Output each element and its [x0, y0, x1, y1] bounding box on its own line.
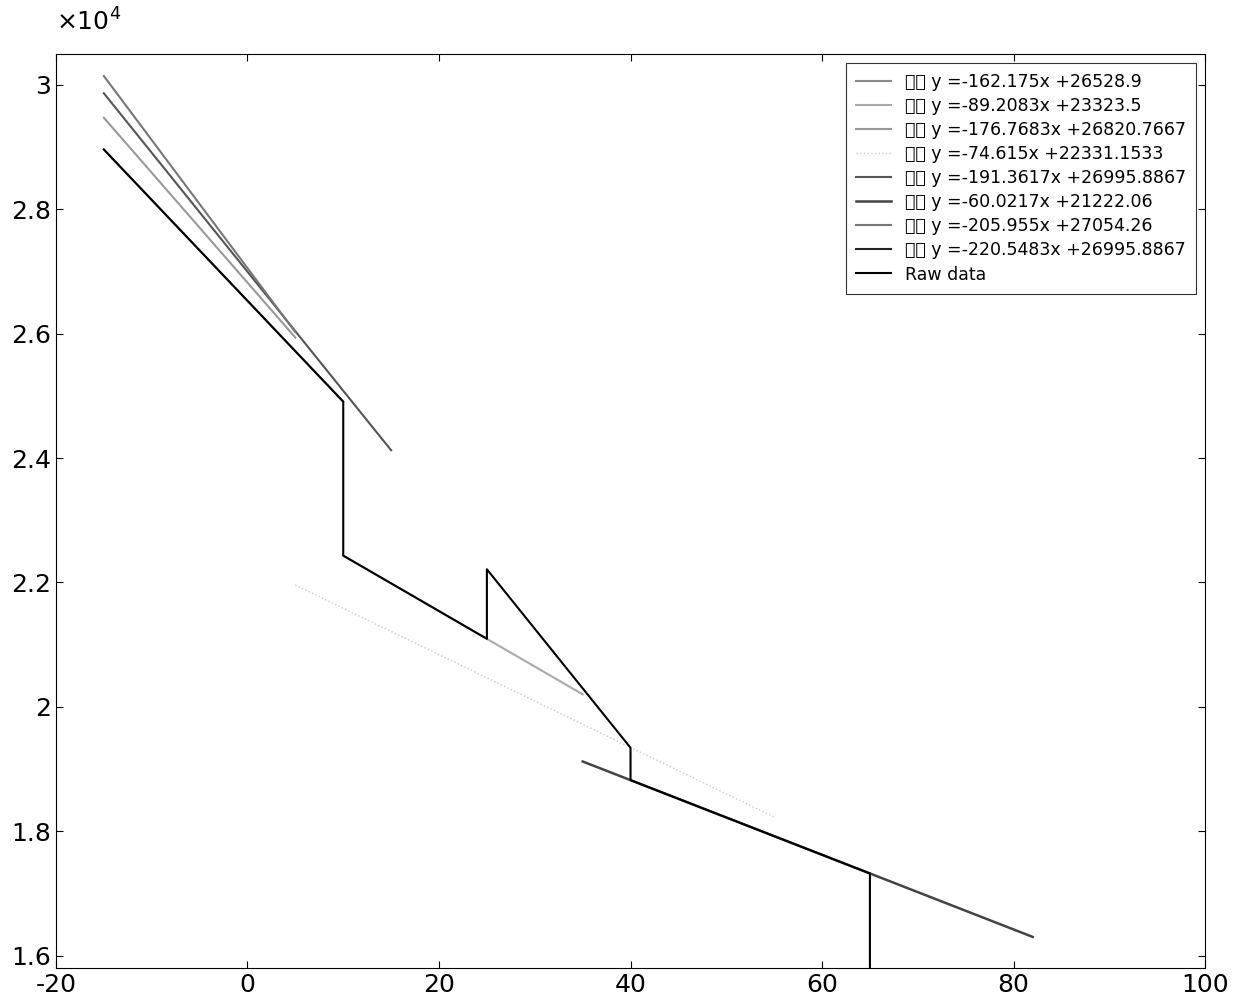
回归 y =-162.175x +26528.9: [97, 144, 112, 156]
回归 y =-176.7683x +26820.7667: [270, 311, 285, 324]
Line: 回归 y =-176.7683x +26820.7667: 回归 y =-176.7683x +26820.7667: [104, 118, 295, 338]
回归 y =-205.955x +27054.26: [210, 222, 224, 234]
回归 y =-60.0217x +21222.06: [851, 863, 866, 875]
Raw data: [97, 143, 112, 155]
回归 y =-162.175x +26528.9: [298, 356, 312, 368]
回归 y =-205.955x +27054.26: [288, 327, 303, 339]
回归 y =-205.955x +27054.26: [97, 70, 112, 82]
回归 y =-74.615x +22331.1533: [289, 580, 304, 592]
回归 y =-191.3617x +26995.8867: [339, 388, 353, 400]
回归 y =-89.2083x +23323.5: [479, 632, 494, 644]
回归 y =-162.175x +26528.9: [97, 143, 112, 155]
Text: $\times 10^4$: $\times 10^4$: [56, 8, 122, 35]
回归 y =-60.0217x +21222.06: [577, 756, 591, 768]
Line: 回归 y =-191.3617x +26995.8867: 回归 y =-191.3617x +26995.8867: [104, 94, 391, 451]
Line: Raw data: Raw data: [104, 149, 1061, 1008]
回归 y =-60.0217x +21222.06: [843, 860, 858, 872]
Line: 回归 y =-162.175x +26528.9: 回归 y =-162.175x +26528.9: [104, 149, 343, 401]
回归 y =-162.175x +26528.9: [243, 297, 258, 309]
回归 y =-74.615x +22331.1533: [582, 721, 596, 733]
回归 y =-60.0217x +21222.06: [842, 859, 857, 871]
回归 y =-191.3617x +26995.8867: [97, 88, 112, 100]
回归 y =-89.2083x +23323.5: [336, 549, 351, 561]
回归 y =-89.2083x +23323.5: [477, 632, 492, 644]
Line: 回归 y =-74.615x +22331.1533: 回归 y =-74.615x +22331.1533: [295, 585, 774, 817]
Raw data: [537, 635, 552, 647]
回归 y =-60.0217x +21222.06: [575, 755, 590, 767]
回归 y =-162.175x +26528.9: [336, 395, 351, 407]
Raw data: [620, 738, 635, 750]
回归 y =-60.0217x +21222.06: [983, 914, 998, 926]
回归 y =-89.2083x +23323.5: [538, 666, 553, 678]
回归 y =-176.7683x +26820.7667: [211, 243, 226, 255]
回归 y =-89.2083x +23323.5: [553, 675, 568, 687]
回归 y =-205.955x +27054.26: [258, 286, 273, 298]
回归 y =-89.2083x +23323.5: [336, 550, 351, 562]
回归 y =-74.615x +22331.1533: [766, 811, 781, 824]
回归 y =-74.615x +22331.1533: [692, 774, 707, 786]
Line: 回归 y =-60.0217x +21222.06: 回归 y =-60.0217x +21222.06: [583, 761, 1033, 936]
回归 y =-191.3617x +26995.8867: [98, 89, 113, 101]
回归 y =-205.955x +27054.26: [213, 227, 228, 239]
回归 y =-74.615x +22331.1533: [288, 579, 303, 591]
回归 y =-89.2083x +23323.5: [482, 634, 497, 646]
回归 y =-176.7683x +26820.7667: [97, 113, 112, 125]
Raw data: [582, 689, 596, 702]
回归 y =-74.615x +22331.1533: [722, 789, 737, 801]
回归 y =-176.7683x +26820.7667: [210, 242, 224, 254]
Raw data: [533, 630, 548, 642]
回归 y =-74.615x +22331.1533: [572, 717, 587, 729]
回归 y =-60.0217x +21222.06: [1025, 930, 1040, 942]
回归 y =-162.175x +26528.9: [239, 293, 254, 305]
回归 y =-191.3617x +26995.8867: [267, 298, 281, 310]
回归 y =-205.955x +27054.26: [211, 223, 226, 235]
回归 y =-162.175x +26528.9: [238, 292, 253, 304]
回归 y =-89.2083x +23323.5: [575, 688, 590, 701]
回归 y =-60.0217x +21222.06: [955, 903, 970, 915]
回归 y =-162.175x +26528.9: [314, 372, 329, 384]
回归 y =-205.955x +27054.26: [97, 71, 112, 83]
回归 y =-191.3617x +26995.8867: [268, 299, 283, 311]
回归 y =-205.955x +27054.26: [270, 302, 285, 314]
Line: 回归 y =-89.2083x +23323.5: 回归 y =-89.2083x +23323.5: [343, 555, 583, 695]
回归 y =-176.7683x +26820.7667: [213, 246, 228, 258]
回归 y =-176.7683x +26820.7667: [97, 112, 112, 124]
回归 y =-191.3617x +26995.8867: [357, 411, 372, 423]
Line: 回归 y =-205.955x +27054.26: 回归 y =-205.955x +27054.26: [104, 76, 295, 333]
回归 y =-74.615x +22331.1533: [573, 717, 588, 729]
回归 y =-176.7683x +26820.7667: [258, 297, 273, 309]
回归 y =-191.3617x +26995.8867: [273, 305, 288, 318]
Legend: 回归 y =-162.175x +26528.9, 回归 y =-89.2083x +23323.5, 回归 y =-176.7683x +26820.7667: 回归 y =-162.175x +26528.9, 回归 y =-89.2083…: [846, 62, 1197, 294]
回归 y =-191.3617x +26995.8867: [383, 445, 398, 457]
回归 y =-176.7683x +26820.7667: [288, 332, 303, 344]
